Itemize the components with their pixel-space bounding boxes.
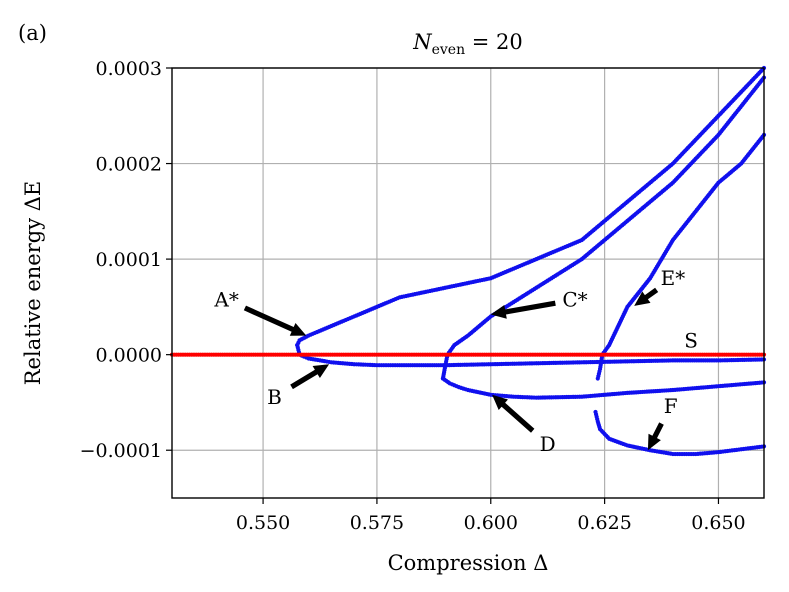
annotation-label: S [684,328,698,352]
annotation-label: D [540,432,556,456]
series [169,352,767,357]
annotation-arrow [634,287,659,306]
x-axis-title: Compression Δ [388,551,549,575]
annotation-arrow [490,300,556,319]
x-tick-label: 0.550 [236,512,290,534]
plot-frame [171,67,765,499]
annotation-arrow [290,364,330,390]
series [440,376,767,400]
annotation-label: A* [213,288,238,312]
series [295,65,767,348]
chart-title-main: N [412,30,432,54]
annotation-label: C* [562,288,587,312]
x-tick-label: 0.600 [464,512,518,534]
y-tick-label: 0.0002 [96,154,162,176]
x-tick-label: 0.625 [577,512,631,534]
plot-area [169,65,767,457]
x-tick-label: 0.575 [350,512,404,534]
panel-label: (a) [18,21,47,45]
annotation-arrow [647,422,664,451]
y-tick-label: 0.0000 [96,345,162,367]
annotation-arrow [243,305,307,336]
annotations: A* B C* D E* F S [213,266,698,456]
y-tick-label: 0.0001 [96,249,162,271]
annotation-label: F [664,394,678,418]
annotation-label: B [267,385,282,409]
axes: 0.550 0.575 0.600 0.625 0.650 −0.0001 0.0000 0.… [80,58,765,534]
annotation-label: E* [661,266,686,290]
y-axis-title: Relative energy ΔE [21,181,45,386]
chart-title-subscript: even [432,42,466,58]
series [595,132,767,381]
series [593,409,767,457]
chart-title-rest: = 20 [465,30,523,54]
y-tick-label: −0.0001 [80,440,162,462]
annotation-arrow [492,394,535,433]
chart-title: Neven = 20 [412,30,523,58]
x-tick-label: 0.650 [691,512,745,534]
series [440,75,767,381]
y-tick-label: 0.0003 [96,58,162,80]
